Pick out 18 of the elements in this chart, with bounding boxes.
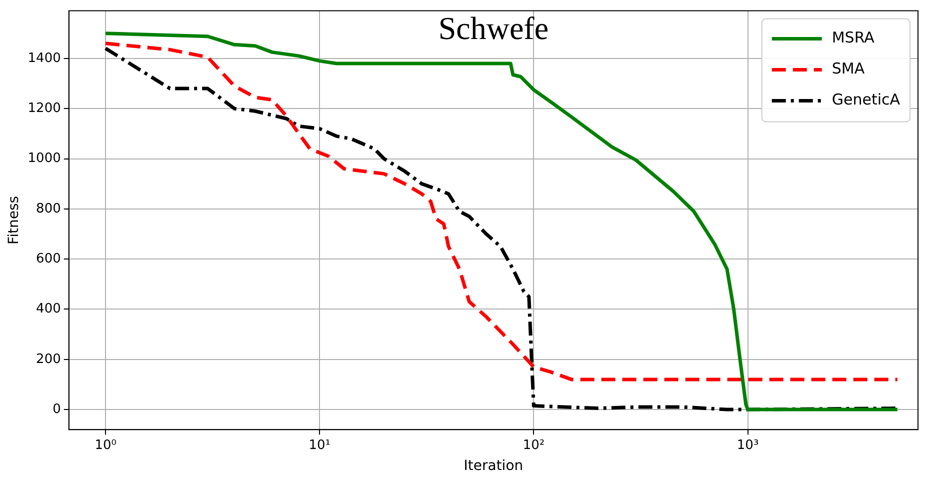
x-tick-label: 10²	[522, 438, 545, 453]
x-tick-label: 10¹	[308, 438, 331, 453]
y-tick-label: 800	[36, 201, 61, 216]
y-tick-label: 400	[36, 302, 61, 317]
x-axis-title: Iteration	[464, 458, 524, 474]
y-tick-label: 0	[52, 402, 61, 417]
y-tick-label: 600	[36, 251, 61, 266]
y-tick-label: 1400	[28, 50, 61, 66]
y-tick-label: 200	[36, 352, 61, 367]
legend-label: MSRA	[832, 28, 876, 47]
x-tick-label: 10⁰	[94, 438, 116, 453]
y-tick-label: 1200	[28, 100, 61, 116]
y-axis-title: Fitness	[6, 196, 22, 244]
x-tick-label: 10³	[736, 438, 759, 453]
legend-label: GeneticA	[832, 90, 901, 109]
legend-label: SMA	[832, 60, 866, 78]
chart-title: Schwefe	[438, 10, 549, 46]
y-tick-label: 1000	[28, 151, 61, 166]
